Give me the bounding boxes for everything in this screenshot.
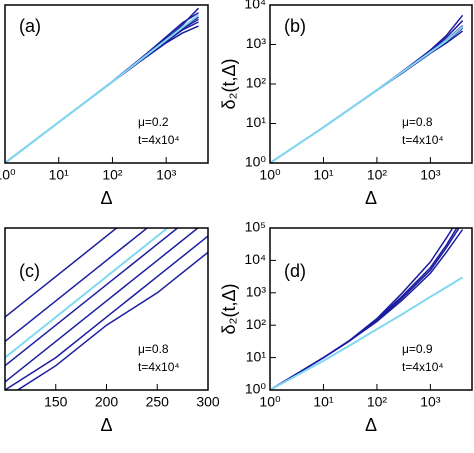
data-line — [270, 26, 464, 163]
x-tick-label: 10¹ — [313, 394, 334, 410]
y-tick-label: 10¹ — [246, 114, 267, 130]
x-axis-label: Δ — [100, 188, 112, 208]
y-tick-label: 10² — [246, 75, 267, 91]
panel-label: (b) — [284, 16, 306, 36]
x-tick-label: 10¹ — [49, 167, 70, 183]
panel-label: (a) — [19, 16, 41, 36]
x-axis-label: Δ — [365, 188, 377, 208]
x-tick-label: 10² — [367, 394, 388, 410]
x-tick-label: 250 — [146, 394, 170, 410]
annotation: μ=0.8 — [402, 115, 433, 129]
annotation: μ=0.2 — [138, 115, 169, 129]
data-line — [5, 228, 118, 318]
panel: 150 200 250 300 (c) μ=0.8 t=4x10⁴ Δ — [4, 227, 220, 435]
x-tick-label: 10² — [367, 167, 388, 183]
panel: 10⁰ 10¹ 10² 10³ 10⁰ 10¹ 10² 10³ 10⁴ (b) μ=0.8 t=4x1… — [219, 0, 473, 208]
x-tick-label: 10³ — [420, 167, 441, 183]
x-tick-label: 10³ — [156, 167, 177, 183]
x-tick-label: 200 — [95, 394, 119, 410]
x-tick-label: 10² — [102, 167, 123, 183]
y-tick-label: 10⁴ — [244, 251, 266, 267]
series-group — [5, 228, 208, 390]
data-line — [5, 228, 179, 367]
x-axis-label: Δ — [365, 415, 377, 435]
x-tick-label: 10⁰ — [259, 394, 281, 410]
y-tick-label: 10³ — [246, 35, 267, 51]
x-axis-label: Δ — [100, 415, 112, 435]
annotation: t=4x10⁴ — [402, 133, 444, 147]
panel: 10⁰ 10¹ 10² 10³ 10⁰ 10¹ 10² 10³ 10⁴ 10⁵ (d) μ=0.9 t=… — [219, 219, 473, 435]
y-tick-label: 10² — [246, 316, 267, 332]
series-group — [270, 228, 464, 390]
annotation: μ=0.9 — [402, 342, 433, 356]
series-group — [270, 14, 464, 163]
annotation: μ=0.8 — [138, 342, 169, 356]
series-group — [5, 7, 200, 163]
data-line — [16, 251, 208, 390]
x-tick-label: 150 — [44, 394, 68, 410]
panel-label: (d) — [284, 261, 306, 281]
y-tick-label: 10⁰ — [245, 381, 267, 397]
data-line — [5, 228, 149, 342]
y-tick-label: 10⁰ — [245, 154, 267, 170]
panel-label: (c) — [19, 261, 40, 281]
x-tick-label: 10⁰ — [259, 167, 281, 183]
y-tick-label: 10⁵ — [245, 219, 266, 235]
y-tick-label: 10⁴ — [244, 0, 266, 12]
y-axis-label: δ₂(t,Δ) — [219, 58, 239, 109]
data-line — [270, 276, 464, 390]
data-line — [5, 235, 208, 390]
data-line — [5, 228, 170, 359]
annotation: t=4x10⁴ — [402, 360, 444, 374]
x-tick-label: 10⁰ — [0, 167, 16, 183]
x-tick-label: 10³ — [420, 394, 441, 410]
data-line — [270, 229, 464, 390]
panel: 10⁰ 10¹ 10² 10³ (a) μ=0.2 t=4x10⁴ Δ — [0, 4, 209, 208]
plot-frame — [269, 227, 473, 391]
annotation: t=4x10⁴ — [138, 133, 180, 147]
plot-frame — [4, 4, 209, 164]
y-tick-label: 10³ — [246, 284, 267, 300]
y-axis-label: δ₂(t,Δ) — [219, 283, 239, 334]
x-tick-label: 300 — [196, 394, 220, 410]
data-line — [5, 228, 200, 383]
x-tick-label: 10¹ — [313, 167, 334, 183]
data-line — [5, 14, 200, 163]
y-tick-label: 10¹ — [246, 348, 267, 364]
annotation: t=4x10⁴ — [138, 360, 180, 374]
